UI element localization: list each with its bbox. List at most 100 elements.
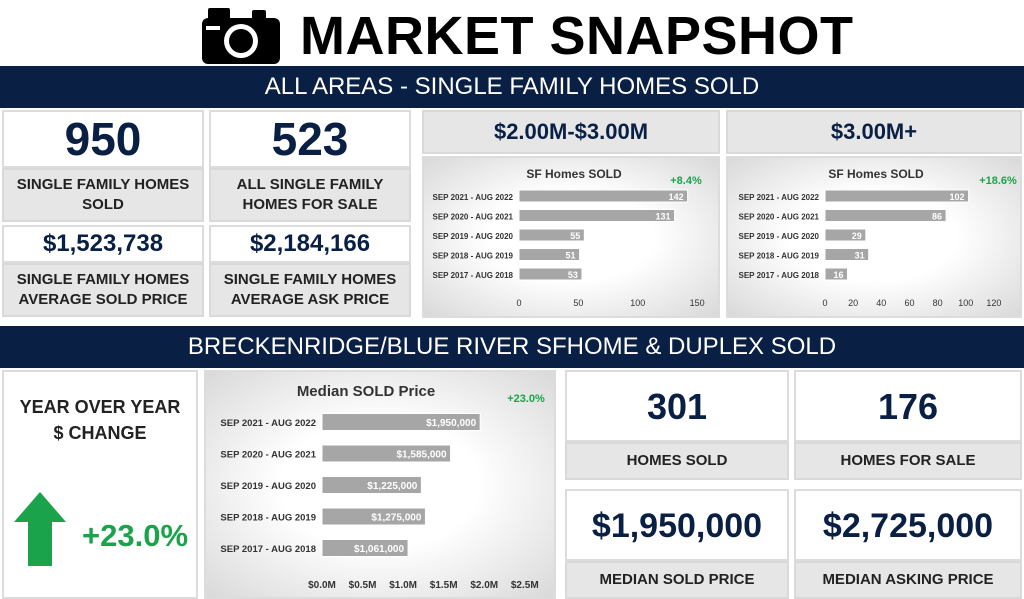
data-label: 53 bbox=[568, 270, 578, 280]
range-2-3m-label: $2.00M-$3.00M bbox=[493, 119, 649, 144]
category-label: SEP 2017 - AUG 2018 bbox=[433, 271, 514, 280]
data-label: $1,225,000 bbox=[367, 481, 417, 492]
bar bbox=[518, 228, 585, 242]
bar bbox=[321, 507, 426, 526]
range-3m-plus-header: $3.00M+ bbox=[726, 110, 1022, 154]
median-sold-kpi: $1,950,000 bbox=[565, 489, 789, 561]
median-ask-kpi: $2,725,000 bbox=[794, 489, 1022, 561]
category-label: SEP 2019 - AUG 2020 bbox=[220, 481, 316, 492]
category-label: SEP 2018 - AUG 2019 bbox=[433, 252, 514, 261]
for-sale-kpi: 523 bbox=[209, 110, 411, 168]
x-tick-label: $2.5M bbox=[511, 580, 539, 591]
yoy-change-label: YEAR OVER YEAR $ CHANGE bbox=[19, 397, 181, 443]
chart-median-sold-price: Median SOLD Price +23.0% SEP 2021 - AUG 20… bbox=[204, 370, 556, 599]
range-2-3m-header: $2.00M-$3.00M bbox=[422, 110, 720, 154]
data-label: 29 bbox=[852, 231, 862, 241]
range-3m-plus-label: $3.00M+ bbox=[830, 119, 918, 144]
category-label: SEP 2019 - AUG 2020 bbox=[433, 232, 514, 241]
chart-title: SF Homes SOLD bbox=[526, 167, 622, 181]
data-label: 55 bbox=[570, 231, 580, 241]
breck-homes-sold-label: HOMES SOLD bbox=[565, 442, 789, 480]
avg-ask-value: $2,184,166 bbox=[249, 230, 371, 257]
category-label: SEP 2017 - AUG 2018 bbox=[739, 271, 820, 280]
median-sold-label: MEDIAN SOLD PRICE bbox=[565, 561, 789, 599]
avg-ask-kpi: $2,184,166 bbox=[209, 225, 411, 263]
category-label: SEP 2019 - AUG 2020 bbox=[739, 232, 820, 241]
bar bbox=[321, 476, 422, 494]
category-label: SEP 2017 - AUG 2018 bbox=[220, 544, 316, 555]
section-header-all-areas: ALL AREAS - SINGLE FAMILY HOMES SOLD bbox=[0, 66, 1024, 108]
section-header-breckenridge: BRECKENRIDGE/BLUE RIVER SFHOME & DUPLEX … bbox=[0, 326, 1024, 368]
avg-sold-value: $1,523,738 bbox=[42, 230, 164, 257]
x-tick-label: 100 bbox=[630, 298, 645, 308]
median-ask-label: MEDIAN ASKING PRICE bbox=[794, 561, 1022, 599]
x-tick-label: $1.5M bbox=[430, 580, 458, 591]
x-tick-label: 20 bbox=[848, 298, 858, 308]
chart-title: Median SOLD Price bbox=[297, 383, 435, 400]
data-label: $1,585,000 bbox=[396, 450, 446, 461]
chart-median-sold-price-svg: Median SOLD Price +23.0% SEP 2021 - AUG 20… bbox=[220, 383, 545, 591]
bar bbox=[824, 189, 970, 203]
category-label: SEP 2021 - AUG 2022 bbox=[739, 193, 820, 202]
bar bbox=[321, 413, 481, 431]
for-sale-label: ALL SINGLE FAMILY HOMES FOR SALE bbox=[209, 168, 411, 222]
change-badge: +8.4% bbox=[670, 175, 702, 187]
bar bbox=[824, 209, 947, 222]
data-label: 131 bbox=[656, 212, 671, 222]
chart-title: SF Homes SOLD bbox=[828, 167, 924, 181]
x-tick-label: 120 bbox=[986, 298, 1001, 308]
bar bbox=[824, 228, 867, 242]
breck-for-sale-label: HOMES FOR SALE bbox=[794, 442, 1022, 480]
category-label: SEP 2020 - AUG 2021 bbox=[433, 213, 514, 222]
avg-sold-label: SINGLE FAMILY HOMES AVERAGE SOLD PRICE bbox=[2, 263, 204, 317]
x-tick-label: 50 bbox=[573, 298, 583, 308]
change-badge: +18.6% bbox=[979, 175, 1017, 187]
x-tick-label: 150 bbox=[690, 298, 705, 308]
breck-homes-sold-kpi: 301 bbox=[565, 370, 789, 442]
avg-ask-label: SINGLE FAMILY HOMES AVERAGE ASK PRICE bbox=[209, 263, 411, 317]
up-arrow-icon bbox=[14, 492, 66, 566]
bar bbox=[518, 267, 583, 281]
data-label: 86 bbox=[932, 212, 942, 222]
data-label: 16 bbox=[834, 270, 844, 280]
page-title: MARKET SNAPSHOT bbox=[300, 6, 854, 66]
breck-for-sale-value: 176 bbox=[877, 386, 939, 427]
chart-sf-sold-2-3m: SF Homes SOLD +8.4% SEP 2021 - AUG 2022 142… bbox=[422, 156, 720, 318]
bar bbox=[518, 209, 676, 222]
avg-sold-kpi: $1,523,738 bbox=[2, 225, 204, 263]
data-label: 102 bbox=[950, 192, 965, 202]
bar bbox=[518, 248, 581, 261]
data-label: 142 bbox=[669, 192, 684, 202]
x-tick-label: $1.0M bbox=[389, 580, 417, 591]
category-label: SEP 2021 - AUG 2022 bbox=[433, 193, 514, 202]
category-label: SEP 2018 - AUG 2019 bbox=[220, 513, 316, 524]
breck-for-sale-kpi: 176 bbox=[794, 370, 1022, 442]
chart-sf-sold-2-3m-svg: SF Homes SOLD +8.4% SEP 2021 - AUG 2022 142… bbox=[433, 167, 705, 308]
yoy-change-box: YEAR OVER YEAR $ CHANGE +23.0% bbox=[2, 370, 198, 599]
x-tick-label: $0.0M bbox=[308, 580, 336, 591]
chart-sf-sold-3m-plus: SF Homes SOLD +18.6% SEP 2021 - AUG 2022 10… bbox=[726, 156, 1022, 318]
x-tick-label: 100 bbox=[958, 298, 973, 308]
homes-sold-label: SINGLE FAMILY HOMES SOLD bbox=[2, 168, 204, 222]
breck-homes-sold-value: 301 bbox=[646, 386, 708, 427]
change-badge: +23.0% bbox=[507, 393, 545, 405]
camera-icon bbox=[202, 8, 280, 64]
data-label: $1,950,000 bbox=[426, 418, 476, 429]
homes-sold-value: 950 bbox=[64, 113, 142, 165]
bar bbox=[321, 539, 409, 557]
data-label: 31 bbox=[855, 251, 865, 261]
bar bbox=[824, 248, 870, 261]
bar bbox=[824, 267, 849, 281]
median-sold-value: $1,950,000 bbox=[591, 507, 763, 545]
x-tick-label: 60 bbox=[904, 298, 914, 308]
chart-sf-sold-3m-plus-svg: SF Homes SOLD +18.6% SEP 2021 - AUG 2022 10… bbox=[739, 167, 1018, 308]
data-label: $1,275,000 bbox=[371, 513, 421, 524]
title-row: MARKET SNAPSHOT bbox=[0, 0, 1024, 66]
data-label: 51 bbox=[566, 251, 576, 261]
bar bbox=[518, 189, 689, 203]
x-tick-label: $2.0M bbox=[470, 580, 498, 591]
x-tick-label: 40 bbox=[876, 298, 886, 308]
bar bbox=[321, 444, 452, 463]
category-label: SEP 2020 - AUG 2021 bbox=[220, 450, 316, 461]
for-sale-value: 523 bbox=[271, 113, 349, 165]
